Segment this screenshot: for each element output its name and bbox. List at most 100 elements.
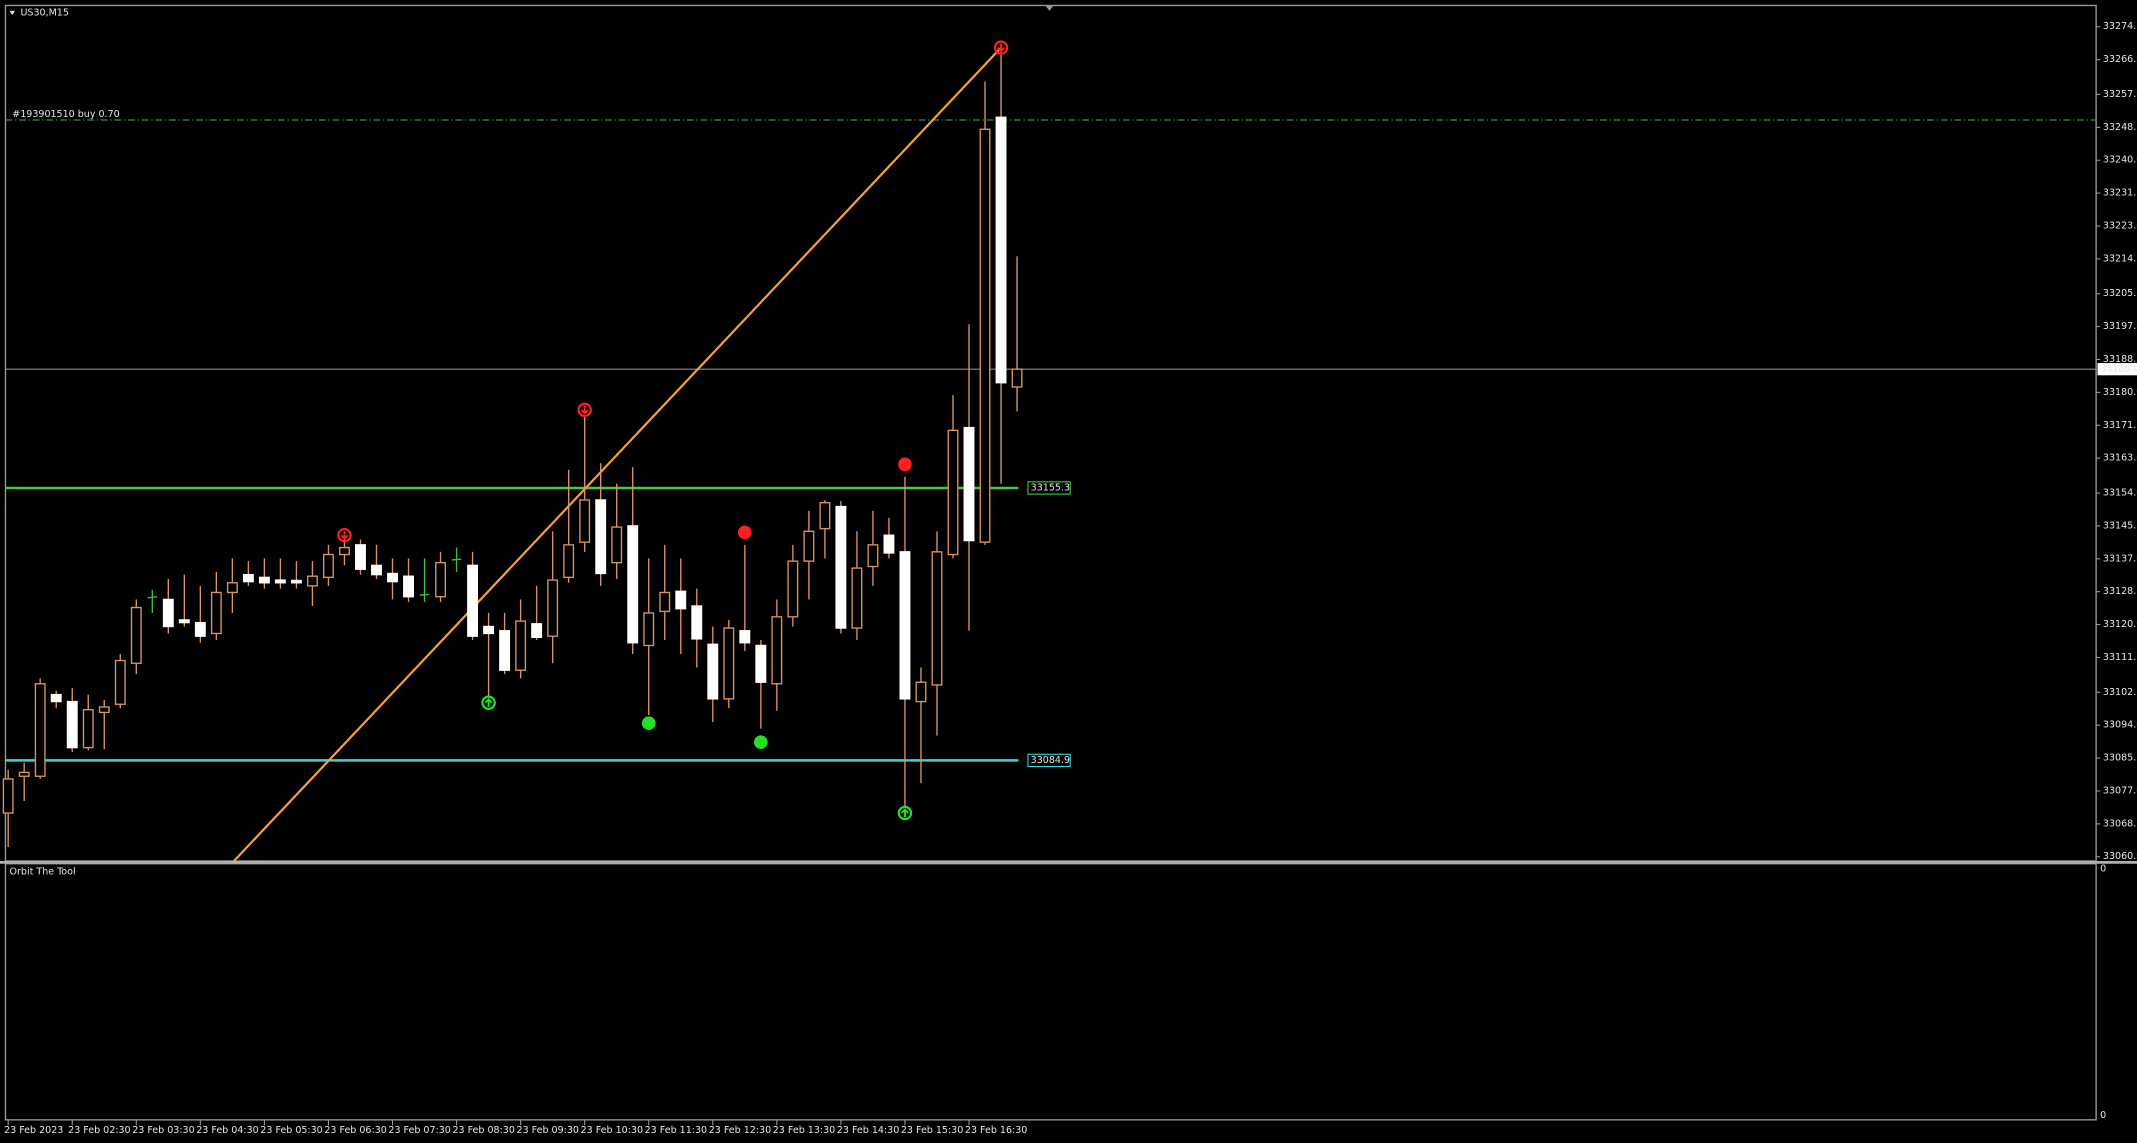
bear-candle-body	[371, 564, 382, 576]
x-tick-label: 23 Feb 14:30	[837, 1125, 899, 1136]
x-tick-label: 23 Feb 13:30	[773, 1125, 835, 1136]
y-tick-label: 33248.5	[2103, 122, 2137, 133]
bear-candle-body	[194, 621, 206, 637]
x-tick-label: 23 Feb 05:30	[260, 1125, 322, 1136]
candle-body	[419, 593, 430, 596]
y-tick-label: 33102.5	[2103, 687, 2137, 698]
bear-candle-body	[963, 426, 975, 542]
bull-candle-body	[98, 706, 110, 714]
y-tick-label: 33145.5	[2103, 520, 2137, 531]
bull-candle-body	[547, 579, 559, 637]
bear-candle-body	[162, 598, 174, 628]
signal-arrow	[337, 527, 352, 543]
bear-candle-body	[178, 619, 190, 624]
bear-candle-body	[995, 116, 1007, 384]
x-tick-label: 23 Feb 11:30	[645, 1125, 707, 1136]
bull-candle-body	[819, 501, 831, 530]
x-tick-label: 23 Feb 16:30	[965, 1125, 1027, 1136]
signal-arrow-head	[580, 405, 589, 415]
bear-candle-body	[290, 579, 302, 584]
y-tick-label: 33137.0	[2103, 553, 2137, 564]
bull-candle-body	[114, 659, 126, 705]
chart-title: US30,M15	[20, 7, 68, 18]
x-tick-label: 23 Feb 15:30	[901, 1125, 963, 1136]
bear-candle-body	[707, 643, 719, 700]
y-tick-label: 33163.0	[2103, 453, 2137, 464]
bull-candle-body	[851, 567, 863, 629]
bull-candle-body	[803, 530, 815, 562]
bull-candle-body	[2, 778, 14, 814]
bull-candle-body	[659, 591, 671, 613]
x-tick-label: 23 Feb 06:30	[324, 1125, 386, 1136]
bull-candle-body	[787, 560, 799, 618]
y-tick-label: 33180.0	[2103, 387, 2137, 398]
bear-candle-body	[242, 573, 254, 583]
price-level-box	[1027, 481, 1071, 495]
y-tick-label: 33094.0	[2103, 720, 2137, 731]
y-tick-label: 33223.0	[2103, 221, 2137, 232]
bear-candle-body	[355, 544, 366, 570]
y-tick-label: 33060.0	[2103, 851, 2137, 862]
bull-candle-body	[435, 561, 447, 598]
bull-candle-body	[579, 499, 591, 543]
bull-candle-body	[771, 616, 783, 685]
bear-candle-body	[50, 693, 62, 703]
x-tick-label: 23 Feb 02:30	[68, 1125, 130, 1136]
signal-dot	[754, 735, 768, 750]
indicator-scale-top: 0	[2100, 864, 2106, 875]
signal-arrow-head	[340, 531, 349, 540]
x-tick-label: 23 Feb 2023	[4, 1125, 63, 1136]
price-level-label: 33084.9	[1031, 755, 1070, 766]
price-level-label: 33155.3	[1031, 482, 1070, 493]
y-tick-label: 33111.5	[2103, 652, 2137, 663]
y-tick-label: 33120.0	[2103, 619, 2137, 630]
bear-candle-body	[483, 625, 495, 635]
y-tick-label: 33154.0	[2103, 488, 2137, 499]
bull-candle-body	[226, 582, 238, 594]
bear-candle-body	[835, 505, 847, 629]
bear-candle-body	[274, 579, 286, 584]
bull-candle-body	[82, 709, 94, 749]
x-tick-label: 23 Feb 04:30	[196, 1125, 258, 1136]
signal-dot	[641, 716, 656, 731]
bear-candle-body	[531, 623, 543, 639]
bull-candle-body	[723, 627, 735, 700]
y-tick-label: 33068.5	[2103, 818, 2137, 829]
y-tick-label: 33077.0	[2103, 785, 2137, 796]
y-tick-label: 33128.5	[2103, 586, 2137, 597]
shift-marker	[1045, 5, 1054, 11]
bull-candle-body	[947, 429, 959, 556]
y-tick-label: 33240.0	[2103, 155, 2137, 166]
x-tick-label: 23 Feb 08:30	[452, 1125, 514, 1136]
y-tick-label: 33188.5	[2103, 354, 2137, 365]
bear-candle-body	[258, 576, 270, 584]
bull-candle-body	[931, 551, 943, 686]
bull-candle-body	[611, 526, 623, 564]
candle-body	[451, 558, 462, 561]
indicator-title: Orbit The Tool	[10, 866, 76, 877]
bull-candle-body	[130, 606, 142, 664]
bull-candle-body	[34, 683, 46, 777]
bear-candle-body	[899, 551, 911, 700]
y-tick-label: 33231.5	[2103, 188, 2137, 199]
bull-candle-body	[867, 544, 879, 568]
signal-dot	[738, 525, 752, 540]
signal-arrow	[577, 402, 592, 418]
signal-arrow	[481, 695, 496, 710]
x-tick-label: 23 Feb 09:30	[517, 1125, 579, 1136]
signal-dot	[898, 457, 912, 472]
current-price-box	[2097, 363, 2137, 376]
bull-candle-body	[563, 544, 575, 579]
bear-candle-body	[387, 572, 398, 583]
candle-body	[147, 596, 158, 599]
signal-arrow-head	[484, 697, 493, 707]
signal-arrow-head	[900, 808, 910, 818]
bear-candle-body	[627, 525, 639, 644]
bear-candle-body	[883, 534, 895, 554]
bear-candle-body	[739, 630, 751, 644]
current-price-label: 33186.0	[2100, 364, 2137, 375]
signal-arrow	[897, 805, 913, 821]
symbol-menu-icon	[9, 10, 15, 15]
